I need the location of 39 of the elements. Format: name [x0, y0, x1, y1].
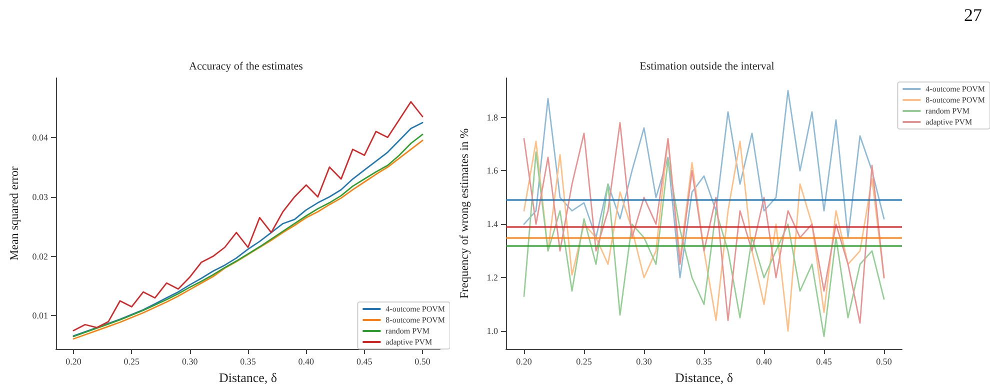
y-tick-label: 1.4 — [486, 219, 498, 230]
y-tick-label: 1.2 — [486, 272, 498, 283]
legend-label: 4-outcome POVM — [926, 84, 985, 94]
x-tick-label: 0.20 — [516, 356, 532, 366]
chart-title: Accuracy of the estimates — [189, 60, 303, 72]
legend-label: 4-outcome POVM — [386, 304, 445, 314]
line-series — [523, 90, 885, 278]
y-tick-label: 1.0 — [486, 326, 498, 336]
y-tick-label: 0.03 — [32, 192, 48, 202]
x-axis-title: Distance, δ — [218, 370, 278, 385]
legend-label: 8-outcome POVM — [386, 316, 445, 324]
x-tick-label: 0.40 — [298, 356, 315, 366]
legend-label: adaptive PVM — [386, 338, 432, 346]
x-tick-label: 0.45 — [356, 356, 373, 366]
x-tick-label: 0.30 — [182, 356, 198, 366]
x-tick-label: 0.30 — [636, 356, 652, 366]
y-tick-label: 0.04 — [32, 132, 48, 142]
y-tick-label: 0.01 — [32, 310, 48, 321]
x-tick-label: 0.25 — [576, 356, 592, 366]
x-tick-label: 0.50 — [876, 356, 892, 366]
x-axis-title: Distance, δ — [674, 370, 734, 385]
x-tick-label: 0.20 — [66, 356, 82, 366]
x-tick-label: 0.35 — [240, 356, 256, 366]
x-tick-label: 0.25 — [124, 356, 140, 366]
y-tick-label: 0.02 — [32, 251, 48, 262]
y-tick-label: 1.8 — [486, 112, 498, 122]
x-tick-label: 0.40 — [756, 356, 772, 366]
x-tick-label: 0.50 — [414, 356, 431, 366]
text: 27 — [964, 5, 982, 25]
legend-label: adaptive PVM — [926, 118, 972, 126]
legend-label: 8-outcome POVM — [926, 96, 985, 104]
legend-label: random PVM — [926, 106, 970, 116]
x-tick-label: 0.35 — [696, 356, 712, 366]
y-axis-title: Mean squared error — [7, 166, 21, 260]
chart-title: Estimation outside the interval — [640, 60, 774, 72]
y-axis-title: Frequency of wrong estimates in % — [457, 128, 471, 299]
y-tick-label: 1.6 — [486, 166, 498, 176]
x-tick-label: 0.45 — [816, 356, 832, 366]
legend-label: random PVM — [386, 326, 430, 336]
